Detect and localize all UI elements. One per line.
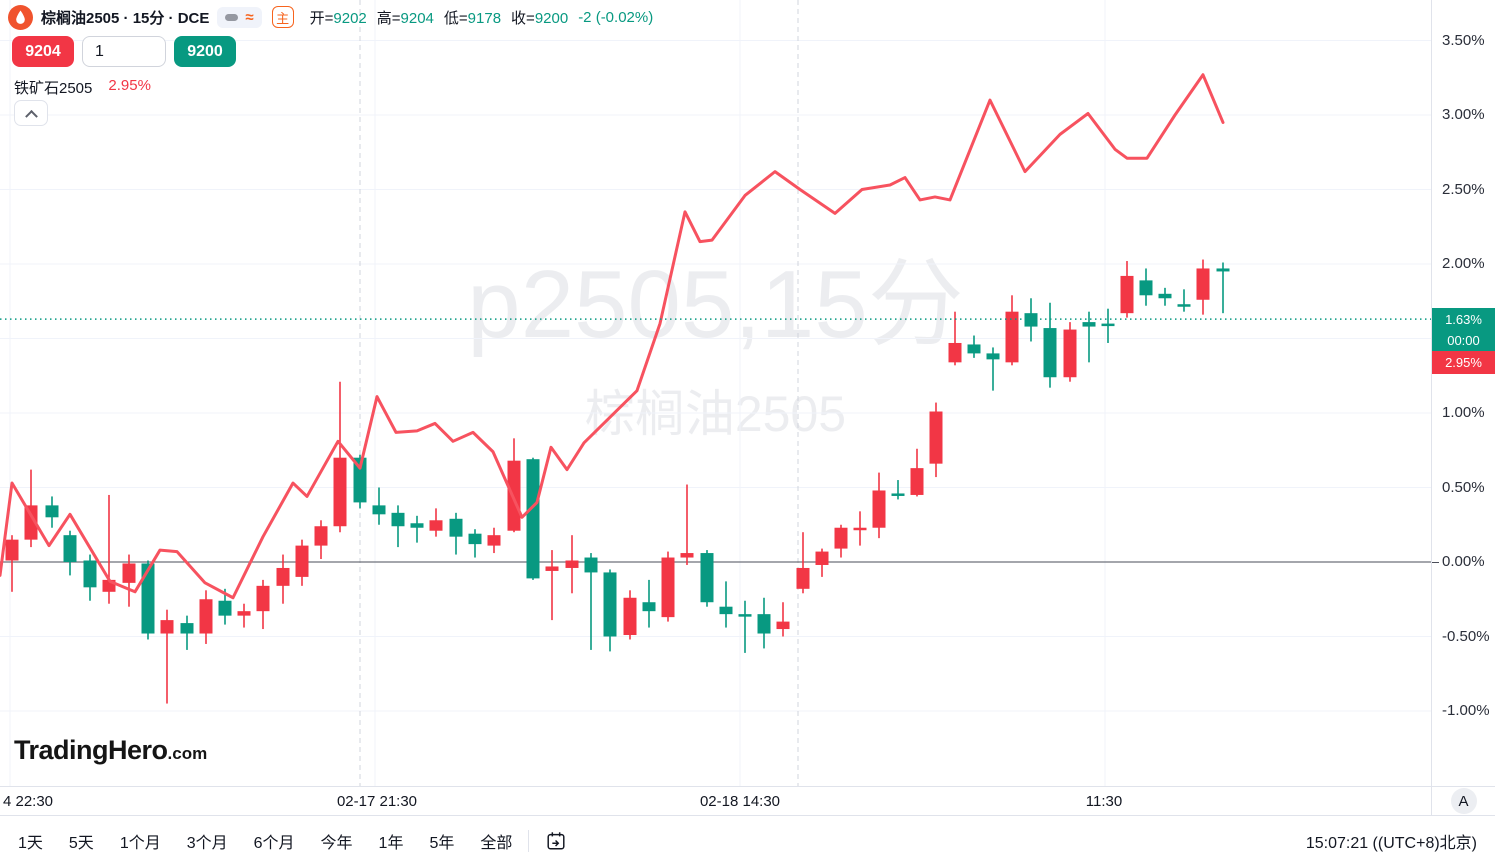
chart-style-pill[interactable]: ≈ — [217, 6, 262, 28]
y-axis-label: 1.00% — [1442, 404, 1485, 421]
price-axis[interactable]: 3.50% 3.00% 2.50% 2.00% 1.00% 0.50% 0.00… — [1431, 0, 1495, 815]
low-label: 低= — [443, 9, 468, 27]
time-axis-label: 4 22:30 — [2, 793, 54, 810]
main-contract-badge[interactable]: 主 — [271, 6, 294, 28]
symbol-legend: 棕榈油2505 · 15分 · DCE ≈ 主 开=9202 高=9204 低=… — [8, 4, 653, 30]
y-axis-label: 3.50% — [1442, 31, 1485, 49]
overlay-series-name: 铁矿石2505 — [14, 80, 93, 97]
buy-price-button[interactable]: 9200 — [174, 36, 236, 67]
y-axis-label: 2.50% — [1442, 180, 1485, 198]
symbol-logo-icon — [8, 4, 33, 30]
y-axis-label: 0.00% — [1442, 553, 1485, 570]
time-axis-label: 02-17 21:30 — [336, 793, 418, 810]
collapse-legend-button[interactable] — [14, 100, 48, 126]
time-axis-label: 02-18 14:30 — [699, 793, 781, 810]
y-axis-label: 2.00% — [1442, 255, 1485, 272]
low-value: 9178 — [467, 9, 502, 27]
high-value: 9204 — [400, 9, 434, 27]
range-3m[interactable]: 3个月 — [186, 834, 228, 852]
open-value: 9202 — [333, 9, 367, 27]
sell-price-button[interactable]: 9204 — [12, 36, 74, 67]
high-label: 高= — [376, 9, 401, 27]
y-axis-label: -0.50% — [1442, 627, 1490, 645]
quick-order-panel: 9204 9200 — [12, 36, 236, 67]
range-1m[interactable]: 1个月 — [119, 834, 161, 852]
axis-settings-button[interactable]: A — [1450, 788, 1477, 814]
brand-logo: TradingHero .com — [14, 735, 207, 766]
session-clock[interactable]: 15:07:21 ((UTC+8)北京) — [1305, 834, 1477, 852]
time-axis[interactable]: 4 22:30 02-17 21:30 02-18 14:30 11:30 — [0, 786, 1431, 815]
axis-corner: A — [1431, 786, 1495, 815]
y-axis-label: 3.00% — [1442, 106, 1485, 123]
overlay-series-change: 2.95% — [108, 77, 151, 94]
range-all[interactable]: 全部 — [480, 834, 513, 852]
range-5y[interactable]: 5年 — [429, 834, 455, 852]
approx-compare-icon[interactable]: ≈ — [245, 8, 254, 26]
range-6m[interactable]: 6个月 — [253, 834, 295, 852]
range-selector: 1天 5天 1个月 3个月 6个月 今年 1年 5年 全部 — [18, 829, 512, 853]
bar-style-icon[interactable] — [225, 13, 239, 21]
chart-plot-area[interactable]: p2505,15分 棕榈油2505 棕榈油2505 · 15分 · DCE ≈ … — [0, 0, 1431, 786]
goto-date-button[interactable] — [545, 830, 567, 852]
ohlc-readout: 开=9202 高=9204 低=9178 收=9200 -2 (-0.02%) — [310, 7, 654, 28]
time-axis-label: 11:30 — [1085, 793, 1123, 810]
zero-axis-tick — [1432, 562, 1439, 563]
calendar-goto-icon — [547, 831, 565, 850]
bottom-toolbar: 1天 5天 1个月 3个月 6个月 今年 1年 5年 全部 15:07:21 (… — [0, 815, 1495, 865]
change-value: -2 (-0.02%) — [578, 8, 654, 26]
brand-suffix: .com — [167, 744, 208, 763]
range-1y[interactable]: 1年 — [378, 834, 404, 852]
quantity-input[interactable] — [82, 36, 166, 67]
chevron-up-icon — [24, 109, 38, 123]
close-value: 9200 — [534, 9, 569, 27]
bar-countdown-badge: 00:00 — [1432, 330, 1495, 351]
range-5d[interactable]: 5天 — [68, 834, 94, 852]
toolbar-divider — [528, 829, 530, 852]
last-price-badge: 1.63% — [1432, 308, 1495, 330]
overlay-price-badge: 2.95% — [1432, 351, 1495, 374]
y-axis-label: -1.00% — [1442, 702, 1490, 719]
close-label: 收= — [511, 9, 535, 27]
range-ytd[interactable]: 今年 — [320, 834, 353, 852]
brand-name: TradingHero — [14, 735, 168, 765]
open-label: 开= — [309, 9, 334, 27]
overlay-series-legend[interactable]: 铁矿石2505 2.95% — [14, 77, 151, 98]
candlestick-chart[interactable] — [0, 0, 1431, 786]
range-1d[interactable]: 1天 — [18, 834, 43, 852]
y-axis-label: 0.50% — [1442, 478, 1485, 496]
symbol-title[interactable]: 棕榈油2505 · 15分 · DCE — [41, 9, 210, 27]
